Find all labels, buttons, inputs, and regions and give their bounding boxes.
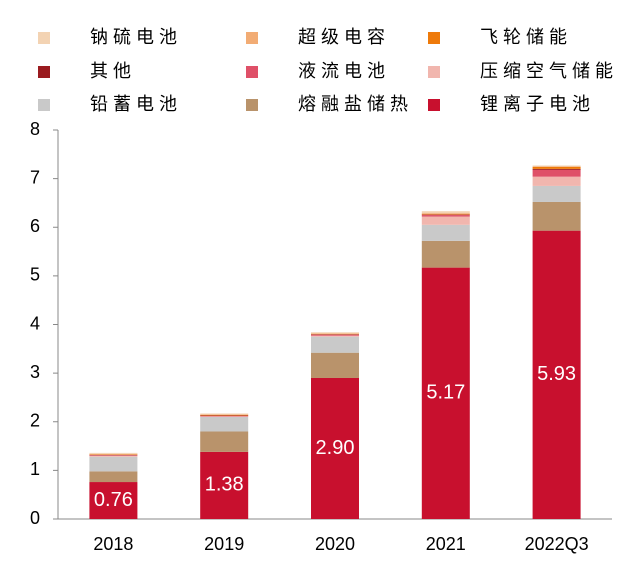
y-tick-label: 7 [30, 167, 40, 187]
legend-swatch [428, 66, 440, 78]
bar-segment [200, 413, 249, 415]
legend-label: 熔融盐储热 [298, 94, 413, 114]
legend-label: 钠硫电池 [90, 27, 182, 47]
value-label: 1.38 [205, 474, 244, 496]
bar-segment [421, 211, 470, 214]
bar-segment [200, 416, 249, 432]
bar-segment [200, 431, 249, 452]
y-tick-label: 8 [30, 119, 40, 139]
bar-segment [532, 168, 581, 170]
legend-label: 超级电容 [298, 27, 390, 47]
x-tick-label: 2018 [93, 534, 133, 554]
bar-segment [89, 471, 138, 483]
y-tick-label: 5 [30, 265, 40, 285]
bar-segment [421, 215, 470, 217]
legend-label: 飞轮储能 [480, 27, 572, 47]
value-label: 2.90 [316, 437, 355, 459]
bar-segment [532, 185, 581, 202]
value-label: 0.76 [94, 489, 133, 511]
bar-segment [421, 224, 470, 241]
bar-segment [532, 169, 581, 177]
bar-segment [89, 455, 138, 457]
bar-segment [532, 230, 581, 519]
y-tick-label: 0 [30, 508, 40, 528]
bar-segment [421, 267, 470, 519]
x-tick-label: 2021 [426, 534, 466, 554]
bar-segment [532, 165, 581, 167]
legend-swatch [246, 32, 258, 44]
bar-segment [421, 240, 470, 268]
bar-segment [421, 216, 470, 225]
legend-swatch [38, 32, 50, 44]
bar-segment [311, 352, 359, 378]
bar-segment [532, 201, 581, 231]
legend-label: 其他 [90, 61, 136, 81]
x-tick-label: 2022Q3 [525, 534, 589, 554]
x-tick-label: 2019 [204, 534, 244, 554]
legend-swatch [38, 66, 50, 78]
x-tick-label: 2020 [315, 534, 355, 554]
y-tick-label: 3 [30, 362, 40, 382]
legend-swatch [38, 99, 50, 111]
bar-segment [89, 452, 138, 454]
bar-segment [532, 176, 581, 186]
value-label: 5.93 [537, 363, 576, 385]
bar-segment [421, 213, 470, 215]
bar-segment [311, 335, 359, 337]
bar-segment [89, 482, 138, 519]
bar-segment [532, 166, 581, 169]
y-tick-label: 6 [30, 216, 40, 236]
legend-swatch [428, 99, 440, 111]
legend-label: 液流电池 [298, 61, 390, 81]
y-tick-label: 1 [30, 459, 40, 479]
bar-segment [200, 451, 249, 519]
legend-label: 锂离子电池 [480, 94, 595, 114]
bar-segment [89, 456, 138, 472]
bar-segment [311, 377, 359, 519]
y-tick-label: 2 [30, 411, 40, 431]
legend-swatch [246, 99, 258, 111]
bar-segment [311, 336, 359, 353]
bar-segment [311, 334, 359, 336]
legend-swatch [428, 32, 440, 44]
bar-segment [311, 332, 359, 334]
legend-swatch [246, 66, 258, 78]
legend-label: 铅蓄电池 [90, 94, 182, 114]
legend-label: 压缩空气储能 [480, 61, 618, 81]
y-tick-label: 4 [30, 313, 40, 333]
value-label: 5.17 [426, 382, 465, 404]
